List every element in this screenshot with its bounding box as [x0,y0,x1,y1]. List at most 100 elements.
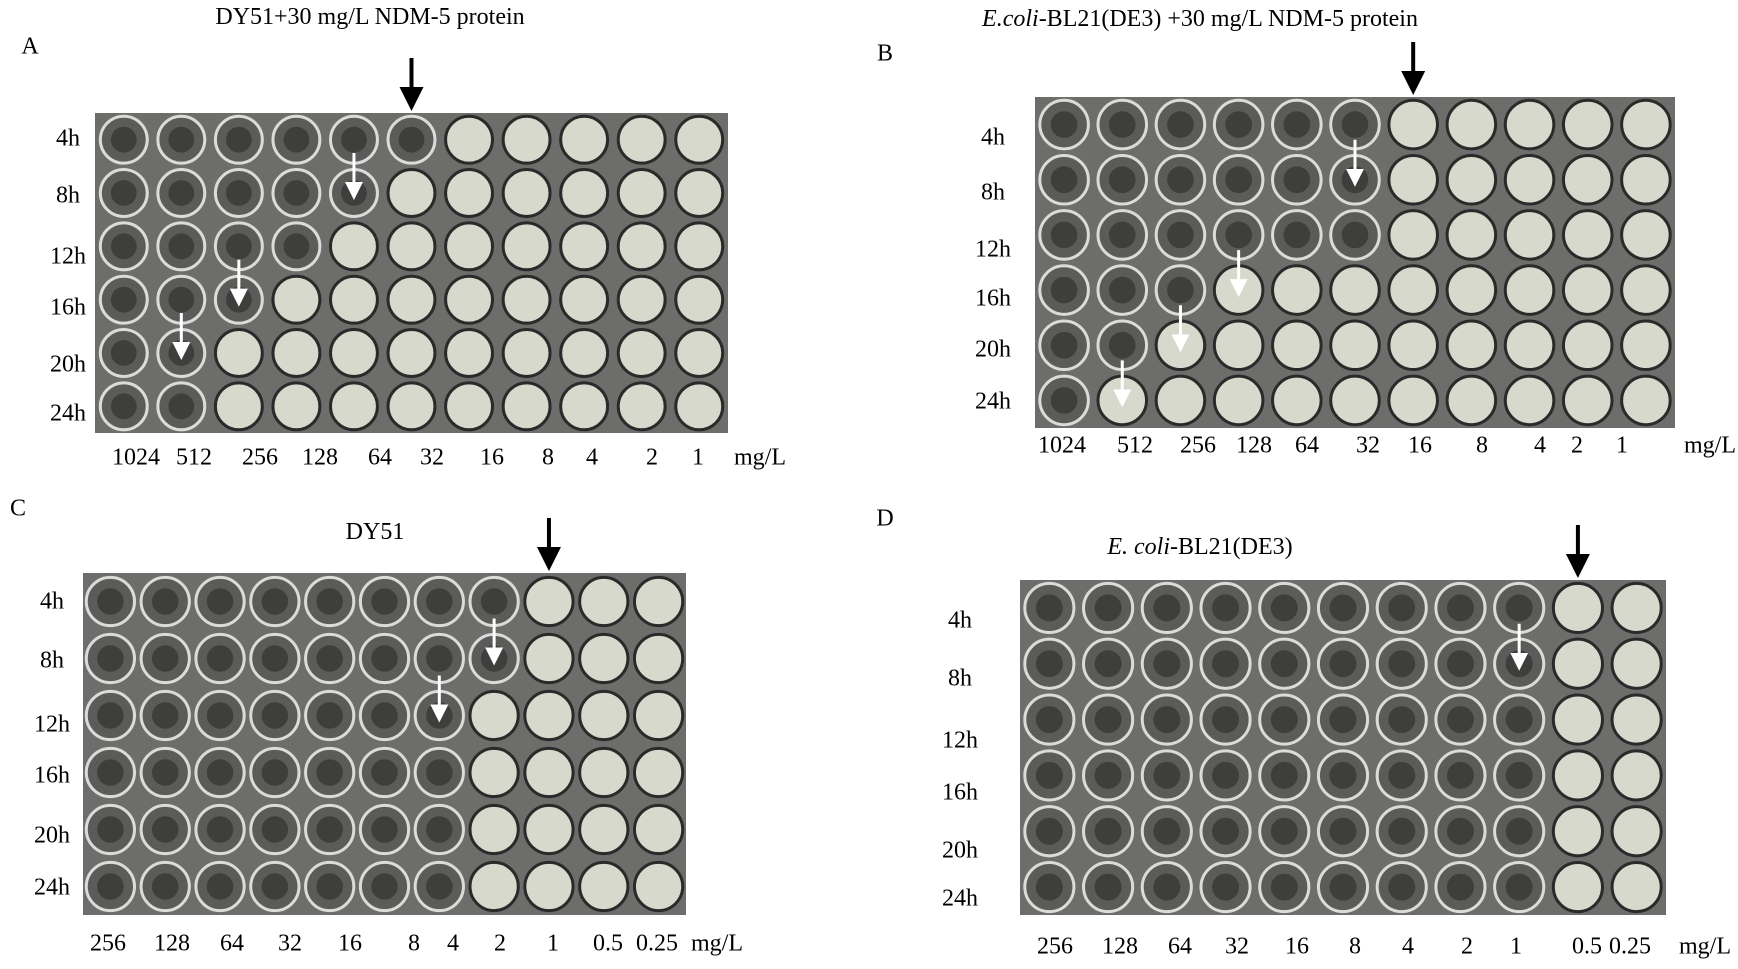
well [559,328,610,378]
column-label: 256 [1180,433,1216,459]
well [1503,319,1556,372]
well-center [283,180,310,206]
unit-label: mg/L [691,931,743,957]
row-label: 8h [948,666,972,692]
well-center [151,816,179,843]
row-label: 4h [981,125,1005,151]
well-center [1283,166,1311,194]
well-center [1108,166,1136,194]
column-label: 8 [1349,934,1361,960]
well [1271,374,1323,427]
well [468,746,520,799]
well-center [168,233,195,260]
column-label: 0.25 [1609,934,1651,960]
well-center [1446,706,1474,734]
well [674,114,725,165]
well [386,221,437,272]
well [1551,861,1604,914]
well-center [426,816,453,843]
well-center [1388,706,1416,734]
well [1561,98,1614,151]
column-label: 2 [1461,934,1473,960]
row-label: 16h [50,295,86,321]
panel: C DY51 4h 8h 12h 16h 20h 24h 256 128 64 32 16 8 4 2 1 0.5… [10,496,743,957]
row-label: 4h [40,589,64,615]
unit-label: mg/L [1684,433,1736,459]
well [444,274,495,325]
well [1610,749,1663,802]
well-center [316,816,343,843]
well-center [151,645,179,672]
well-center [480,588,508,615]
well [632,746,685,799]
well [1387,319,1439,372]
panel-title: E. coli-BL21(DE3) [1106,534,1292,560]
well [1329,319,1381,372]
row-label: 20h [50,352,86,378]
well [1503,153,1556,206]
well [1620,264,1672,316]
well-center [225,233,252,260]
row-label: 12h [50,244,86,270]
column-label: 256 [90,931,126,957]
well [501,328,552,378]
well [1561,264,1614,316]
row-label: 12h [975,237,1011,263]
column-label: 256 [1037,934,1073,960]
well [578,803,630,856]
row-label: 16h [942,780,978,806]
well [1212,319,1265,372]
well-center [1329,873,1357,901]
well [1610,693,1663,746]
column-label: 512 [176,445,212,471]
well-center [316,588,343,615]
well-center [1153,761,1181,789]
well-center [1212,706,1240,734]
well [468,803,520,856]
well-center [1446,761,1474,789]
column-label: 16 [480,445,504,471]
column-label: 32 [1356,433,1380,459]
well [1620,319,1672,372]
well [1551,581,1604,634]
well [632,860,685,913]
well-center [316,702,343,729]
well-center [168,393,195,420]
well [1620,209,1672,261]
well-center [426,759,453,786]
well-center [97,873,124,900]
title-part: -BL21(DE3) [1170,534,1293,560]
well [1445,319,1498,372]
well-center [110,126,137,153]
well-center [1270,706,1298,734]
well-center [1446,873,1474,901]
well [1329,264,1381,316]
row-label: 8h [40,648,64,674]
unit-label: mg/L [1679,934,1731,960]
well [444,221,495,272]
well [616,328,667,378]
well [1445,374,1498,427]
well [386,168,437,218]
column-label: 128 [154,931,190,957]
well [632,803,685,856]
well-center [1050,221,1078,249]
well-center [1212,817,1240,845]
column-label: 64 [368,445,392,471]
row-label: 24h [50,401,86,427]
well-center [1108,276,1136,304]
title-part: DY51+30 mg/L NDM-5 protein [215,4,524,30]
column-label: 16 [1285,934,1309,960]
well [523,746,575,799]
well [1154,374,1207,427]
well-center [110,286,137,313]
well-center [1270,761,1298,789]
well-center [261,588,289,615]
well [523,860,575,913]
well [501,221,552,272]
well [1271,264,1323,316]
well-center [168,126,195,153]
well [501,381,552,432]
column-label: 32 [420,445,444,471]
